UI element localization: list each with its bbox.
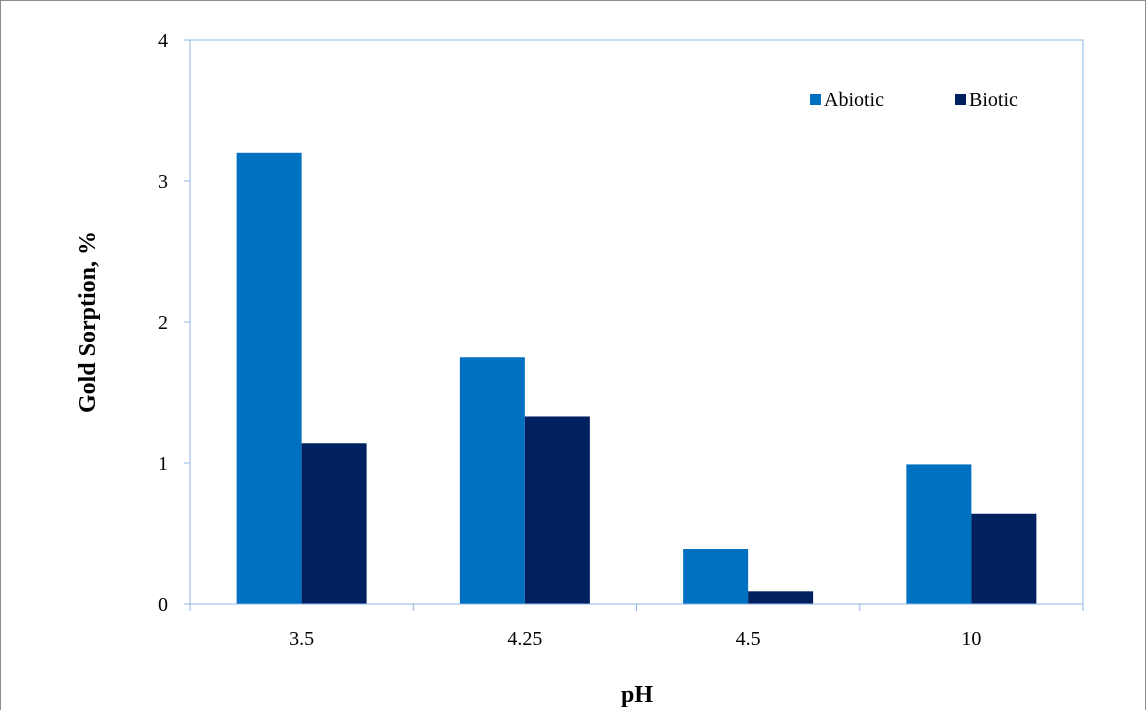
bar-abiotic-3.5 — [236, 152, 302, 605]
y-tick-label: 0 — [158, 594, 168, 616]
x-axis-title: pH — [621, 682, 653, 708]
axes-group: 0 1 2 3 4 3.5 4.25 4.5 10 — [158, 30, 1084, 650]
y-tick-label: 2 — [158, 312, 168, 334]
legend-swatch-biotic — [955, 94, 966, 105]
bar-abiotic-10 — [906, 464, 972, 604]
legend-swatch-abiotic — [810, 94, 821, 105]
bar-biotic-4.5 — [748, 591, 814, 604]
bar-abiotic-4.25 — [459, 357, 525, 604]
x-tick-label: 3.5 — [289, 628, 314, 650]
y-axis-title: Gold Sorption, % — [75, 231, 101, 413]
y-tick-label: 4 — [158, 30, 168, 52]
y-tick-label: 1 — [158, 453, 168, 475]
bar-biotic-10 — [971, 513, 1037, 604]
legend: Abiotic Biotic — [810, 89, 1018, 111]
x-tick-label: 4.5 — [736, 628, 761, 650]
legend-label-abiotic: Abiotic — [824, 89, 884, 111]
x-tick-label: 10 — [961, 628, 981, 650]
bars-group — [236, 152, 1037, 605]
bar-biotic-3.5 — [301, 443, 367, 604]
bar-biotic-4.25 — [524, 416, 590, 604]
legend-label-biotic: Biotic — [969, 89, 1018, 111]
y-tick-label: 3 — [158, 171, 168, 193]
bar-abiotic-4.5 — [683, 549, 749, 604]
x-tick-label: 4.25 — [507, 628, 542, 650]
